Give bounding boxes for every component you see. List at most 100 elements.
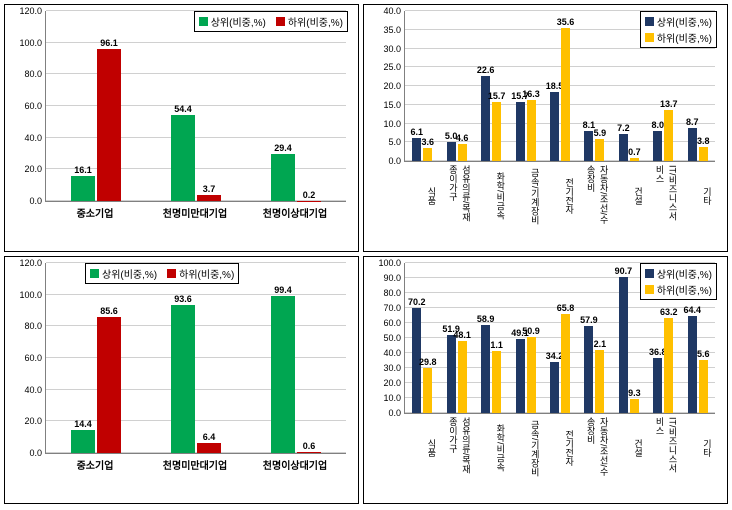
xlabels-bl: 중소기업천명미만대기업천명이상대기업 <box>45 454 345 474</box>
bar-label: 65.8 <box>557 303 575 313</box>
bar: 5.0 <box>447 142 456 161</box>
bar-label: 5.9 <box>594 128 607 138</box>
x-label: 전기전자 <box>542 162 576 227</box>
category-group: 29.40.2 <box>246 11 346 201</box>
bar-label: 64.4 <box>683 305 701 315</box>
bar-label: 57.9 <box>580 315 598 325</box>
bar: 29.8 <box>423 368 432 413</box>
x-label: 섬유의류/목재종이가구 <box>438 162 472 227</box>
x-label: 기타 <box>680 162 714 227</box>
bar: 58.9 <box>481 325 490 413</box>
bar-label: 99.4 <box>274 285 292 295</box>
bar-label: 2.1 <box>594 339 607 349</box>
y-tick-label: 40.0 <box>16 385 42 395</box>
bar: 22.6 <box>481 76 490 161</box>
x-label: 식품 <box>404 162 438 227</box>
y-tick-label: 20.0 <box>16 164 42 174</box>
chart-grid: 상위(비중,%) 하위(비중,%) 0.020.040.060.080.0100… <box>4 4 728 504</box>
y-tick-label: 0.0 <box>375 156 401 166</box>
swatch-red <box>276 17 285 26</box>
legend-label: 하위(비중,%) <box>179 266 234 281</box>
category-group: 51.948.1 <box>439 263 473 413</box>
y-tick-label: 90.0 <box>375 273 401 283</box>
x-label: 자동차/조선/수송장비 <box>576 414 610 479</box>
y-tick-label: 40.0 <box>375 348 401 358</box>
x-label: 천명이상대기업 <box>245 454 345 474</box>
swatch-navy <box>645 269 654 278</box>
legend-bl: 상위(비중,%) 하위(비중,%) <box>85 263 239 284</box>
bar-label: 22.6 <box>477 65 495 75</box>
legend-label: 상위(비중,%) <box>102 266 157 281</box>
swatch-red <box>167 269 176 278</box>
bar: 50.9 <box>527 337 536 413</box>
bar-label: 58.9 <box>477 314 495 324</box>
x-label: 섬유의류/목재종이가구 <box>438 414 472 479</box>
bar: 7.2 <box>619 134 628 161</box>
bar-label: 3.8 <box>697 136 710 146</box>
bar: 2.1 <box>595 350 604 413</box>
bar: 15.7 <box>492 102 501 161</box>
x-label: 중소기업 <box>45 202 145 222</box>
legend-tl: 상위(비중,%) 하위(비중,%) <box>194 11 348 32</box>
bar: 8.7 <box>688 128 697 161</box>
y-tick-label: 0.0 <box>16 448 42 458</box>
bar-label: 14.4 <box>74 419 92 429</box>
panel-bottom-left: 상위(비중,%) 하위(비중,%) 0.020.040.060.080.0100… <box>4 256 359 504</box>
panel-bottom-right: 상위(비중,%) 하위(비중,%) 0.010.020.030.040.050.… <box>363 256 728 504</box>
legend-item-upper: 상위(비중,%) <box>645 14 712 29</box>
panel-top-left: 상위(비중,%) 하위(비중,%) 0.020.040.060.080.0100… <box>4 4 359 252</box>
y-tick-label: 30.0 <box>375 363 401 373</box>
bar-label: 8.7 <box>686 117 699 127</box>
bar-label: 9.3 <box>628 388 641 398</box>
legend-item-lower: 하위(비중,%) <box>645 30 712 45</box>
y-tick-label: 100.0 <box>16 290 42 300</box>
legend-label: 상위(비중,%) <box>211 14 266 29</box>
bar: 3.7 <box>197 195 221 201</box>
x-label: 천명이상대기업 <box>245 202 345 222</box>
y-tick-label: 120.0 <box>16 6 42 16</box>
bar: 8.0 <box>653 131 662 161</box>
y-tick-label: 60.0 <box>16 101 42 111</box>
y-tick-label: 20.0 <box>375 378 401 388</box>
y-tick-label: 35.0 <box>375 25 401 35</box>
x-label: 중소기업 <box>45 454 145 474</box>
bar: 16.1 <box>71 176 95 201</box>
x-label: 자동차/조선/수송장비 <box>576 162 610 227</box>
bar: 35.6 <box>561 28 570 162</box>
bar-label: 16.3 <box>522 89 540 99</box>
y-tick-label: 120.0 <box>16 258 42 268</box>
bars-container: 14.4 85.6 93.6 6.4 99.40.6 <box>46 263 346 453</box>
category-group: 58.91.1 <box>474 263 508 413</box>
category-group: 22.615.7 <box>474 11 508 161</box>
y-tick-label: 100.0 <box>375 258 401 268</box>
bar-label: 6.4 <box>203 432 216 442</box>
y-tick-label: 15.0 <box>375 100 401 110</box>
bar-label: 29.4 <box>274 143 292 153</box>
bar: 99.4 <box>271 296 295 453</box>
bar: 18.5 <box>550 92 559 161</box>
bar: 51.9 <box>447 335 456 413</box>
y-tick-label: 10.0 <box>375 119 401 129</box>
bar-label: 35.6 <box>557 17 575 27</box>
bar-label: 85.6 <box>100 306 118 316</box>
category-group: 99.40.6 <box>246 263 346 453</box>
legend-item-upper: 상위(비중,%) <box>645 266 712 281</box>
bar: 13.7 <box>664 110 673 161</box>
bar: 34.2 <box>550 362 559 413</box>
bar: 1.1 <box>492 351 501 413</box>
x-label: IT/비즈니스서비스 <box>645 414 679 479</box>
y-tick-label: 25.0 <box>375 62 401 72</box>
y-tick-label: 20.0 <box>16 416 42 426</box>
bars-container: 16.196.154.43.729.40.2 <box>46 11 346 201</box>
bar-label: 15.7 <box>488 91 506 101</box>
bar: 16.3 <box>527 100 536 161</box>
bar: 57.9 <box>584 326 593 413</box>
bar: 8.1 <box>584 131 593 161</box>
y-tick-label: 10.0 <box>375 393 401 403</box>
y-tick-label: 70.0 <box>375 303 401 313</box>
bar-label: 93.6 <box>174 294 192 304</box>
x-label: 식품 <box>404 414 438 479</box>
bar-label: 54.4 <box>174 104 192 114</box>
bar-label: 4.6 <box>456 133 469 143</box>
bar: 49.1 <box>516 339 525 413</box>
